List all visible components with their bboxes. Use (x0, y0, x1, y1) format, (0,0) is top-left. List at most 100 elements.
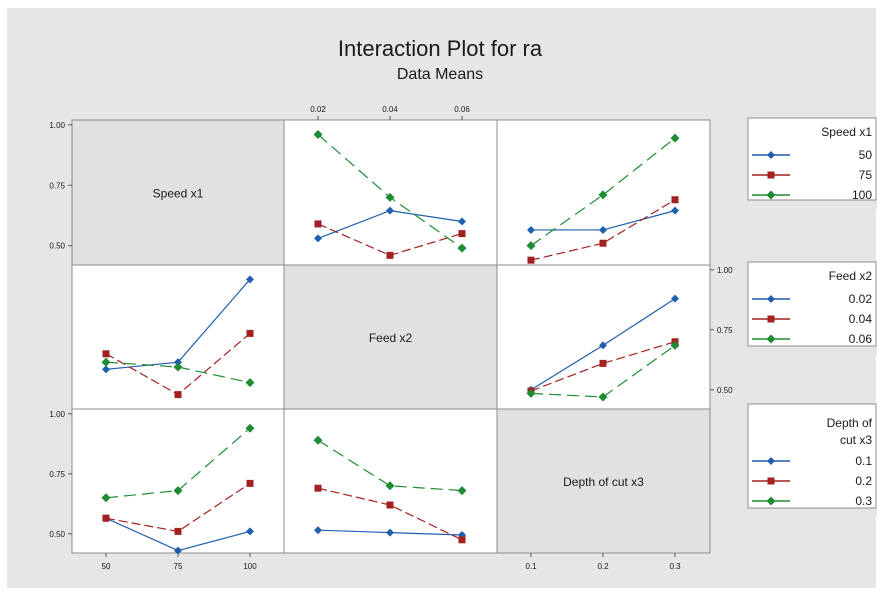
data-point (598, 190, 608, 200)
legends: Speed x1 50 75 100 Feed x2 0.02 0.04 0.06 Depth … (747, 117, 877, 517)
y-tick-label: 0.50 (49, 242, 65, 251)
legend-marker (767, 457, 775, 465)
legend-marker (766, 496, 776, 506)
data-point (174, 546, 182, 555)
data-point (246, 479, 254, 487)
legend-marker (766, 190, 776, 200)
variable-label: Speed x1 (153, 187, 204, 201)
data-point (102, 350, 110, 358)
legend-marker (766, 334, 776, 344)
y-tick-label: 0.50 (49, 530, 65, 539)
data-point (526, 241, 536, 251)
data-point (670, 133, 680, 143)
data-point (245, 423, 255, 433)
plot-panel (71, 264, 285, 410)
data-point (599, 225, 607, 234)
variable-label: Feed x2 (369, 331, 413, 345)
data-point (386, 501, 394, 509)
x-tick-label: 0.04 (382, 105, 398, 114)
legend-title-cont: cut x3 (840, 433, 872, 447)
legend-label: 0.2 (855, 474, 872, 488)
legend-label: 50 (859, 148, 873, 162)
y-tick-label: 0.75 (717, 326, 733, 335)
data-point (457, 486, 467, 496)
x-tick-label: 75 (174, 562, 183, 571)
plot-panel (283, 119, 498, 266)
x-tick-label: 0.06 (454, 105, 470, 114)
x-tick-label: 0.1 (525, 562, 537, 571)
legend-label: 0.04 (849, 312, 873, 326)
data-point (314, 234, 322, 243)
data-point (598, 392, 608, 402)
data-point (174, 391, 182, 399)
data-point (385, 192, 395, 202)
chart-subtitle: Data Means (397, 66, 483, 83)
diagonal-panel (283, 264, 498, 410)
legend-title: Speed x1 (821, 125, 872, 139)
y-tick-label: 0.75 (49, 181, 65, 190)
y-tick-label: 1.00 (717, 266, 733, 275)
data-point (386, 251, 394, 259)
data-point (173, 486, 183, 496)
data-point (671, 294, 679, 303)
chart-title: Interaction Plot for ra (338, 36, 543, 61)
legend-marker (767, 151, 775, 159)
legend-marker (767, 171, 775, 179)
data-point (101, 357, 111, 367)
data-point (174, 358, 182, 367)
legend-clip (747, 201, 877, 209)
legend-box (747, 117, 877, 201)
data-point (314, 484, 322, 492)
data-point (314, 220, 322, 228)
legend-marker (767, 315, 775, 323)
legend-label: 0.3 (855, 494, 872, 508)
data-point (527, 225, 535, 234)
y-tick-label: 0.50 (717, 386, 733, 395)
data-point (314, 526, 322, 535)
series-line (317, 439, 463, 492)
x-tick-label: 0.2 (597, 562, 609, 571)
data-point (670, 340, 680, 350)
legend-marker (767, 295, 775, 303)
data-point (526, 388, 536, 398)
data-point (386, 528, 394, 537)
legend-title: Feed x2 (829, 269, 873, 283)
legend-box (747, 261, 877, 347)
diagonal-panel (496, 408, 711, 554)
y-tick-label: 1.00 (49, 410, 65, 419)
x-tick-label: 100 (243, 562, 257, 571)
data-point (101, 493, 111, 503)
legend-label: 100 (852, 188, 872, 202)
legend-clip (747, 509, 877, 517)
data-point (385, 481, 395, 491)
data-point (313, 130, 323, 139)
data-point (246, 275, 254, 284)
plot-panel (496, 264, 711, 410)
legend-label: 0.06 (849, 332, 873, 346)
legend-label: 75 (859, 168, 873, 182)
diagonal-panel (71, 119, 285, 266)
legend-clip (747, 347, 877, 355)
y-tick-label: 1.00 (49, 121, 65, 130)
data-point (458, 536, 466, 544)
matrix-panels: Speed x1 Feed x2 Depth of cut x3 0.50 0.75 1.… (49, 105, 733, 571)
y-tick-label: 0.75 (49, 470, 65, 479)
data-point (386, 206, 394, 215)
variable-label: Depth of cut x3 (563, 475, 644, 489)
data-point (102, 365, 110, 374)
data-point (527, 256, 535, 264)
legend-label: 0.02 (849, 292, 873, 306)
legend-label: 0.1 (855, 454, 872, 468)
data-point (246, 527, 254, 536)
data-point (599, 359, 607, 367)
data-point (245, 378, 255, 388)
x-tick-label: 0.3 (669, 562, 681, 571)
data-point (458, 230, 466, 238)
series-line (530, 137, 676, 247)
data-point (174, 527, 182, 535)
data-point (671, 196, 679, 204)
data-point (246, 329, 254, 337)
data-point (313, 435, 323, 445)
